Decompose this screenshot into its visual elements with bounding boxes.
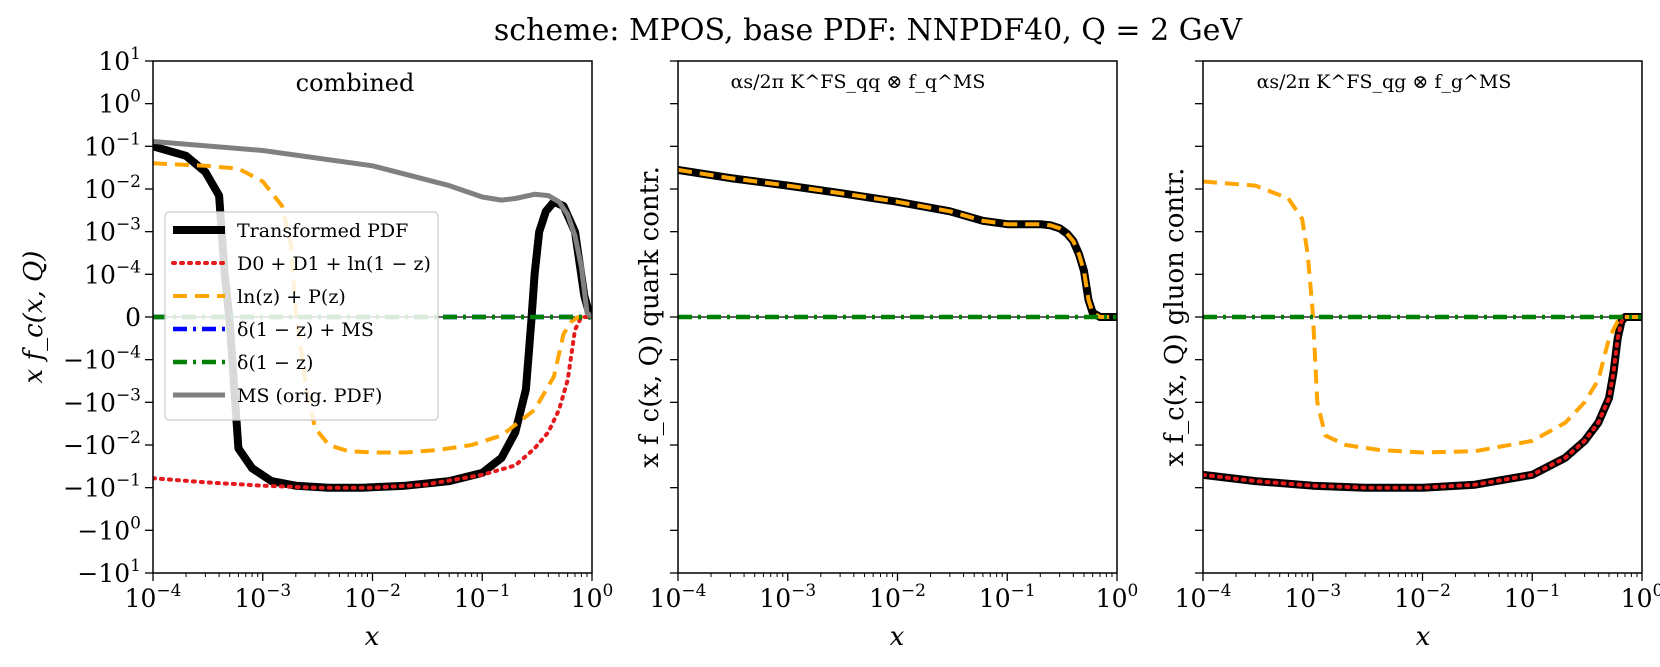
panel-gluon: 10−4 10−3 10−2 10−1 100 αs/2π K^FS_qg ⊗ f_g^… — [1160, 60, 1660, 652]
x-tick-label: 100 — [1621, 581, 1660, 613]
x-tick-label: 10−1 — [454, 581, 511, 613]
legend-label: δ(1 − z) + MS — [237, 319, 374, 341]
x-tick-label: 10−3 — [234, 581, 291, 613]
x-tick-label: 100 — [1096, 581, 1139, 613]
series-line-d01 — [1203, 315, 1642, 490]
legend: Transformed PDF D0 + D1 + ln(1 − z) ln(z) … — [164, 211, 439, 421]
panel-quark: 10−4 10−3 10−2 10−1 100 αs/2π K^FS_qq ⊗ f_q^… — [635, 60, 1139, 652]
panel-gluon-xlabel: x — [1416, 622, 1431, 652]
panel-combined-title: combined — [296, 69, 415, 97]
y-tick-label: 10−2 — [84, 172, 141, 204]
legend-box — [164, 211, 439, 421]
x-tick-label: 100 — [571, 581, 614, 613]
x-tick-label: 10−1 — [1504, 581, 1561, 613]
x-tick-label: 10−1 — [979, 581, 1036, 613]
panel-quark-xlabel: x — [890, 622, 905, 652]
panel-gluon-ylabel: x f_c(x, Q) gluon contr. — [1160, 168, 1190, 467]
series-group — [1203, 179, 1642, 492]
series-group — [678, 165, 1117, 321]
series-line-ms — [153, 139, 592, 319]
series-line-lnzP — [153, 161, 592, 455]
x-tick-label: 10−2 — [1394, 581, 1451, 613]
legend-label: D0 + D1 + ln(1 − z) — [237, 253, 431, 275]
y-tick-label: −10−4 — [63, 343, 141, 375]
x-tick-label: 10−4 — [650, 581, 707, 613]
x-tick-label: 10−2 — [869, 581, 926, 613]
x-tick-label: 10−4 — [1175, 581, 1232, 613]
panel-combined: 10−4 10−3 10−2 10−1 100 101 100 10−1 10−2 10−3 10−… — [19, 44, 613, 652]
y-tick-label: 100 — [98, 87, 141, 119]
y-tick-label: −100 — [77, 513, 141, 545]
x-tick-label: 10−4 — [125, 581, 182, 613]
panel-combined-xlabel: x — [365, 622, 380, 652]
legend-label: ln(z) + P(z) — [237, 286, 346, 308]
legend-label: Transformed PDF — [237, 220, 408, 242]
panel-gluon-title: αs/2π K^FS_qg ⊗ f_g^MS — [1257, 71, 1512, 93]
y-tick-label: 101 — [98, 44, 141, 76]
y-tick-label: −10−1 — [63, 471, 141, 503]
x-tick-label: 10−3 — [759, 581, 816, 613]
series-line-lnzP — [1203, 179, 1642, 455]
panel-quark-ylabel: x f_c(x, Q) quark contr. — [635, 166, 665, 468]
y-tick-label: −10−2 — [63, 428, 141, 460]
y-tick-label: 10−4 — [84, 257, 141, 289]
series-line-lnzP — [678, 167, 1117, 319]
x-tick-label: 10−3 — [1284, 581, 1341, 613]
figure-suptitle: scheme: MPOS, base PDF: NNPDF40, Q = 2 G… — [494, 13, 1244, 48]
x-tick-label: 10−2 — [344, 581, 401, 613]
y-tick-label: 0 — [125, 303, 141, 332]
series-line-transformed — [678, 165, 1117, 321]
panel-quark-title: αs/2π K^FS_qq ⊗ f_q^MS — [731, 71, 986, 93]
panel-gluon-axes: 10−4 10−3 10−2 10−1 100 — [1175, 60, 1660, 613]
y-tick-label: 10−1 — [84, 129, 141, 161]
series-line-transformed — [1203, 313, 1642, 492]
y-tick-label: −10−3 — [63, 385, 141, 417]
panel-combined-ylabel: x f_c(x, Q) — [19, 251, 49, 384]
legend-label: MS (orig. PDF) — [237, 385, 382, 407]
legend-label: δ(1 − z) — [237, 352, 313, 374]
series-line-d01 — [153, 315, 592, 490]
y-tick-label: 10−3 — [84, 215, 141, 247]
panel-quark-axes: 10−4 10−3 10−2 10−1 100 — [650, 60, 1139, 613]
